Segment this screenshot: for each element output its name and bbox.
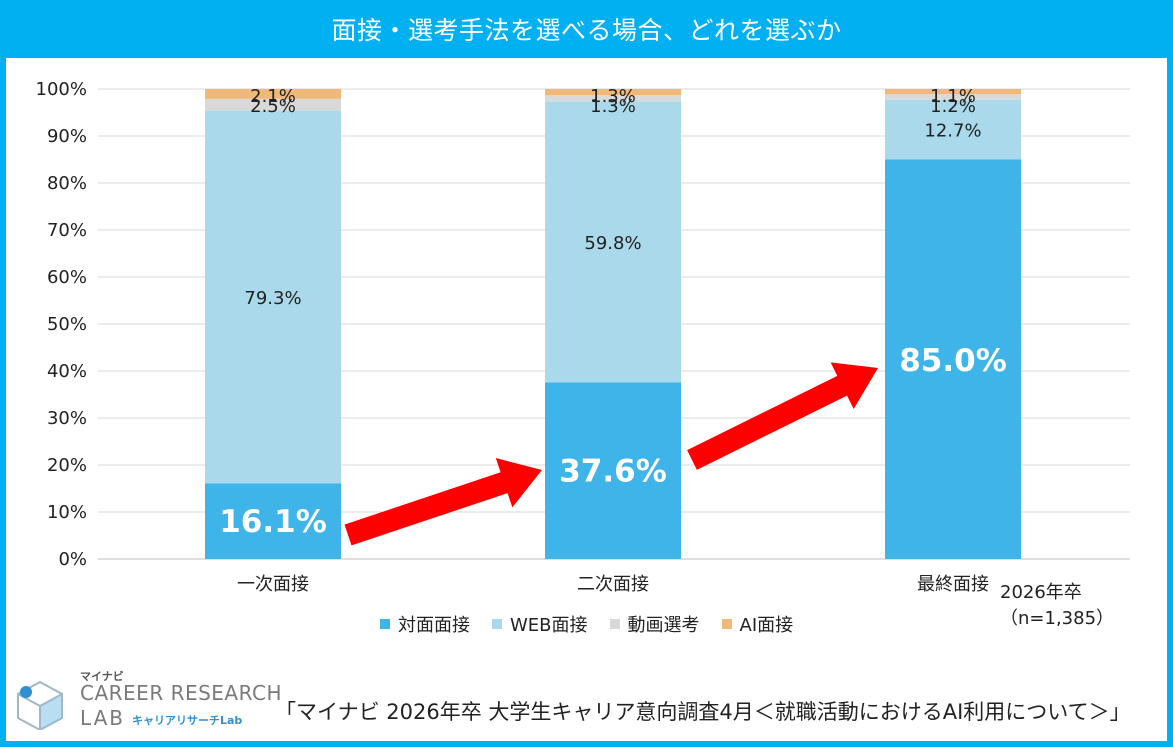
x-tick-label: 最終面接	[917, 574, 989, 595]
bar-segment	[885, 94, 1021, 100]
sample-size: （n=1,385）	[1000, 608, 1115, 629]
y-tick-label: 10%	[47, 502, 87, 523]
bar-segment	[885, 89, 1021, 95]
cube-logo-icon	[17, 680, 63, 730]
bar-segment	[885, 99, 1021, 160]
bar-segment	[205, 110, 341, 484]
chart-legend: 対面面接 WEB面接 動画選考 AI面接	[380, 612, 793, 636]
bar-segment	[545, 101, 681, 383]
bar-segment	[885, 159, 1021, 559]
source-citation: 「マイナビ 2026年卒 大学生キャリア意向調査4月＜就職活動におけるAI利用に…	[275, 700, 1131, 724]
y-tick-label: 30%	[47, 408, 87, 429]
data-label: 1.3%	[590, 96, 636, 117]
trend-arrow-icon	[687, 362, 878, 470]
y-tick-label: 20%	[47, 455, 87, 476]
legend-swatch	[492, 619, 502, 629]
legend-item: 動画選考	[609, 611, 700, 637]
legend-swatch	[609, 619, 620, 629]
data-label: 16.1%	[219, 504, 327, 540]
y-tick-label: 60%	[47, 267, 87, 288]
y-tick-label: 50%	[47, 314, 87, 335]
data-label: 12.7%	[924, 121, 981, 142]
y-tick-label: 70%	[47, 220, 87, 241]
legend-label: WEB面接	[510, 615, 588, 636]
bar-segment	[205, 483, 341, 559]
legend-label: 動画選考	[627, 615, 700, 636]
legend-swatch	[380, 619, 390, 629]
logo-line-1: CAREER RESEARCH	[80, 681, 283, 705]
y-tick-label: 40%	[47, 361, 87, 382]
data-label: 37.6%	[559, 454, 667, 490]
legend-item: 対面面接	[380, 611, 470, 637]
y-tick-label: 80%	[47, 173, 87, 194]
legend-item: WEB面接	[492, 611, 588, 637]
y-tick-label: 0%	[58, 549, 87, 570]
legend-item: AI面接	[721, 611, 794, 637]
data-label: 85.0%	[899, 343, 1007, 379]
x-tick-label: 一次面接	[237, 574, 309, 595]
bar-segment	[545, 382, 681, 559]
legend-label: AI面接	[739, 615, 794, 636]
data-label: 1.1%	[930, 86, 976, 107]
bar-segment	[545, 95, 681, 102]
cohort-label: 2026年卒	[1000, 582, 1082, 603]
data-label: 2.5%	[250, 96, 296, 117]
x-tick-label: 二次面接	[577, 574, 649, 595]
legend-swatch	[721, 619, 732, 629]
bar-segment	[205, 89, 341, 99]
chart-title: 面接・選考手法を選べる場合、どれを選ぶか	[0, 0, 1173, 58]
bar-segment	[545, 89, 681, 96]
logo-line-2: LAB	[80, 706, 126, 730]
data-label: 59.8%	[584, 233, 641, 254]
legend-label: 対面面接	[398, 615, 470, 636]
logo-brand-small: マイナビ	[80, 670, 124, 683]
bar-segment	[205, 98, 341, 111]
logo-subtitle: キャリアリサーチLab	[132, 714, 243, 727]
trend-arrow-icon	[344, 458, 542, 546]
data-label: 1.2%	[930, 96, 976, 117]
y-tick-label: 100%	[36, 79, 87, 100]
data-label: 2.1%	[250, 86, 296, 107]
y-tick-label: 90%	[47, 126, 87, 147]
data-label: 1.3%	[590, 86, 636, 107]
data-label: 79.3%	[244, 288, 301, 309]
career-research-lab-logo: マイナビ CAREER RESEARCH LAB キャリアリサーチLab	[14, 668, 282, 738]
sample-note: 2026年卒 （n=1,385）	[1000, 580, 1114, 632]
